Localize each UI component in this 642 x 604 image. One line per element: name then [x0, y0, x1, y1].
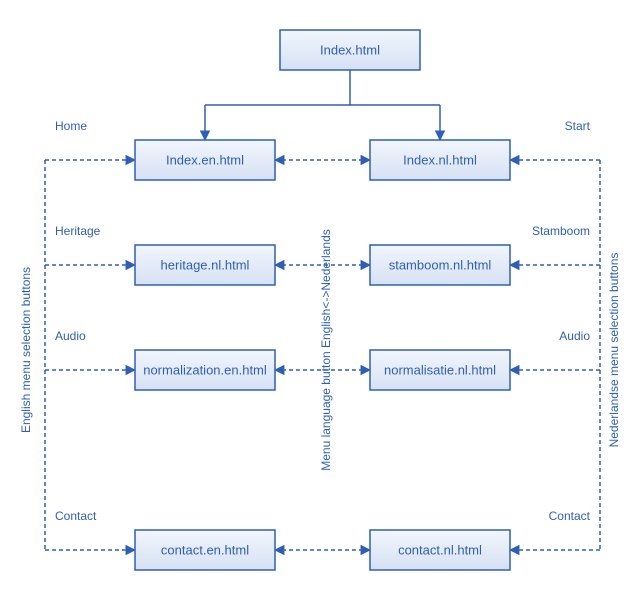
vlabel-right: Nederlandse menu selection buttons [607, 253, 621, 448]
svg-text:contact.nl.html: contact.nl.html [398, 543, 482, 558]
label-en-row-2: Audio [55, 329, 86, 343]
label-nl-row-0: Start [565, 119, 591, 133]
site-structure-diagram: Index.html Index.en.html Index.nl.html heri… [0, 0, 642, 604]
node-root: Index.html [280, 30, 420, 70]
node-en1: Index.en.html [135, 140, 275, 180]
label-en-row-0: Home [55, 119, 87, 133]
svg-text:stamboom.nl.html: stamboom.nl.html [389, 258, 492, 273]
vlabel-left: English menu selection buttons [19, 267, 33, 433]
svg-text:heritage.nl.html: heritage.nl.html [161, 258, 250, 273]
label-nl-row-2: Audio [559, 329, 590, 343]
node-en3: normalization.en.html [135, 350, 275, 390]
vlabel-center: Menu language button English<->Nederland… [319, 229, 333, 471]
node-nl4: contact.nl.html [370, 530, 510, 570]
node-nl3: normalisatie.nl.html [370, 350, 510, 390]
svg-text:normalization.en.html: normalization.en.html [143, 363, 267, 378]
svg-text:normalisatie.nl.html: normalisatie.nl.html [384, 363, 496, 378]
svg-text:Index.en.html: Index.en.html [166, 153, 244, 168]
svg-text:contact.en.html: contact.en.html [161, 543, 249, 558]
label-en-row-1: Heritage [55, 224, 101, 238]
svg-text:Index.nl.html: Index.nl.html [403, 153, 477, 168]
node-en2: heritage.nl.html [135, 245, 275, 285]
node-nl1: Index.nl.html [370, 140, 510, 180]
node-nl2: stamboom.nl.html [370, 245, 510, 285]
label-nl-row-1: Stamboom [532, 224, 590, 238]
node-en4: contact.en.html [135, 530, 275, 570]
svg-text:Index.html: Index.html [320, 43, 380, 58]
label-en-row-3: Contact [55, 509, 97, 523]
label-nl-row-3: Contact [549, 509, 591, 523]
